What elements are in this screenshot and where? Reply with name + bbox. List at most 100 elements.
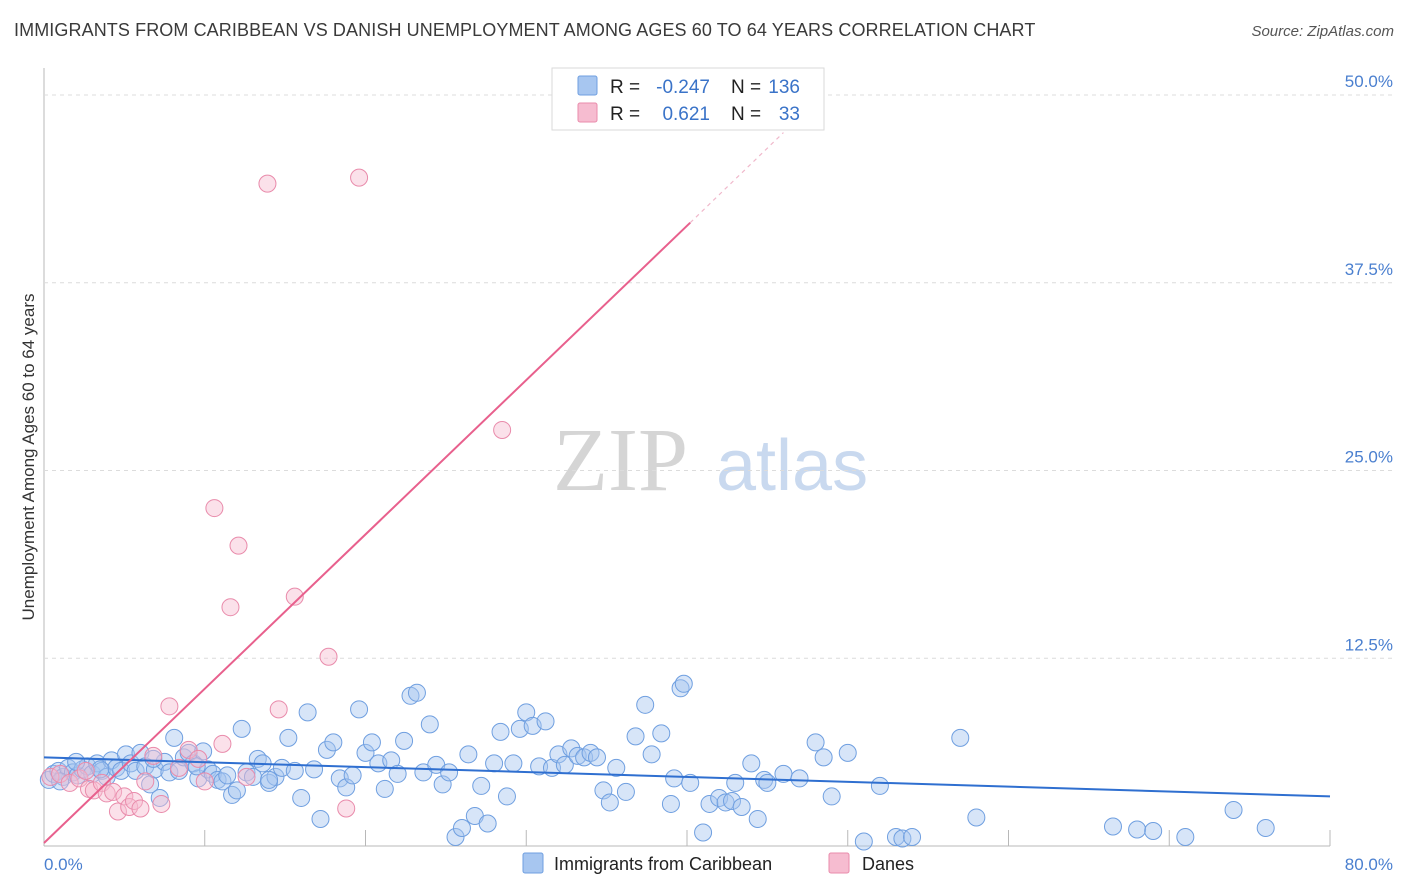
legend-swatch-pink (577, 102, 598, 123)
danes-points (41, 168, 512, 821)
caribbean-point-120 (758, 773, 777, 792)
caribbean-point-130 (893, 829, 912, 848)
caribbean-point-100 (616, 782, 635, 801)
caribbean-point-117 (742, 754, 761, 773)
danes-point-29 (269, 700, 288, 719)
caribbean-point-104 (652, 724, 671, 743)
caribbean-point-131 (903, 827, 922, 846)
caribbean-point-126 (838, 743, 857, 762)
caribbean-point-39 (227, 781, 246, 800)
caribbean-point-75 (452, 818, 471, 837)
caribbean-point-66 (395, 731, 414, 750)
caribbean-point-115 (726, 773, 745, 792)
caribbean-point-136 (1144, 821, 1163, 840)
legend-n-value-blue: 136 (768, 77, 800, 98)
x-tick-label-min: 0.0% (44, 855, 83, 874)
caribbean-point-127 (854, 832, 873, 851)
danes-point-24 (213, 734, 232, 753)
danes-point-23 (205, 499, 224, 518)
caribbean-point-87 (530, 757, 549, 776)
caribbean-point-83 (504, 754, 523, 773)
caribbean-point-98 (600, 793, 619, 812)
watermark-zip: ZIP (553, 411, 688, 510)
danes-point-2 (60, 773, 79, 792)
danes-point-34 (493, 420, 512, 439)
caribbean-point-88 (536, 712, 555, 731)
caribbean-point-60 (356, 743, 375, 762)
caribbean-point-111 (700, 794, 719, 813)
series-legend-danes: Danes (862, 854, 914, 874)
caribbean-point-129 (886, 827, 905, 846)
y-tick-label-2: 37.5% (1345, 260, 1393, 279)
legend-n-value-pink: 33 (779, 104, 800, 125)
caribbean-point-138 (1224, 800, 1243, 819)
caribbean-point-105 (661, 794, 680, 813)
x-tick-label-max: 80.0% (1345, 855, 1393, 874)
danes-point-22 (195, 772, 214, 791)
caribbean-point-51 (298, 703, 317, 722)
caribbean-point-133 (967, 808, 986, 827)
caribbean-point-59 (350, 700, 369, 719)
danes-trend-extension (689, 132, 784, 224)
caribbean-point-110 (694, 823, 713, 842)
x-tick-marks (204, 830, 1331, 846)
series-legend-swatch-danes (828, 852, 850, 874)
danes-point-32 (337, 799, 356, 818)
caribbean-point-123 (806, 733, 825, 752)
caribbean-point-68 (407, 683, 426, 702)
danes-point-26 (229, 536, 248, 555)
danes-point-0 (41, 767, 60, 786)
series-legend: Immigrants from Caribbean Danes (522, 852, 914, 874)
danes-point-21 (189, 749, 208, 768)
series-legend-swatch-caribbean (522, 852, 544, 874)
watermark-atlas: atlas (716, 426, 868, 506)
watermark: ZIP atlas (553, 411, 868, 510)
danes-point-15 (136, 772, 155, 791)
danes-point-30 (285, 587, 304, 606)
y-tick-label-1: 25.0% (1345, 448, 1393, 467)
caribbean-point-106 (665, 769, 684, 788)
caribbean-point-118 (748, 809, 767, 828)
y-tick-label-0: 12.5% (1345, 635, 1393, 654)
legend-r-value-blue: -0.247 (656, 77, 710, 98)
caribbean-point-109 (681, 773, 700, 792)
danes-point-31 (319, 647, 338, 666)
caribbean-point-37 (218, 766, 237, 785)
caribbean-point-95 (581, 743, 600, 762)
caribbean-point-102 (636, 695, 655, 714)
caribbean-point-137 (1176, 827, 1195, 846)
caribbean-point-125 (822, 787, 841, 806)
caribbean-points (39, 674, 1275, 851)
caribbean-point-15 (112, 761, 131, 780)
caribbean-point-80 (485, 754, 504, 773)
legend-r-label-blue: R = (610, 77, 640, 98)
caribbean-point-52 (305, 760, 324, 779)
caribbean-point-134 (1103, 817, 1122, 836)
legend-r-label-pink: R = (610, 104, 640, 125)
caribbean-point-103 (642, 745, 661, 764)
caribbean-point-61 (362, 733, 381, 752)
caribbean-point-53 (311, 809, 330, 828)
correlation-legend: R = -0.247 N = 136 R = 0.621 N = 33 (551, 67, 825, 131)
caribbean-point-76 (459, 745, 478, 764)
danes-point-8 (97, 784, 116, 803)
danes-point-9 (104, 782, 123, 801)
danes-point-27 (237, 767, 256, 786)
caribbean-point-132 (951, 728, 970, 747)
trend-lines (43, 132, 1331, 844)
caribbean-point-145 (260, 770, 279, 789)
series-legend-caribbean: Immigrants from Caribbean (554, 854, 772, 874)
danes-point-10 (108, 802, 127, 821)
legend-n-label-pink: N = (731, 104, 761, 125)
caribbean-point-92 (562, 739, 581, 758)
caribbean-point-55 (324, 733, 343, 752)
caribbean-point-16 (116, 745, 135, 764)
caribbean-point-81 (491, 722, 510, 741)
caribbean-point-142 (91, 760, 110, 779)
caribbean-point-40 (232, 719, 251, 738)
danes-point-12 (120, 797, 139, 816)
caribbean-point-122 (790, 769, 809, 788)
source-label: Source: ZipAtlas.com (1251, 23, 1394, 40)
danes-point-17 (152, 794, 171, 813)
danes-point-20 (179, 740, 198, 759)
